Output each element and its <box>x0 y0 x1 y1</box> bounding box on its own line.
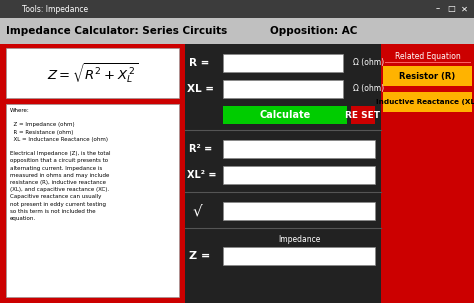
Bar <box>223 106 347 124</box>
Text: Calculate: Calculate <box>259 110 310 120</box>
Bar <box>223 140 375 158</box>
Bar <box>185 44 381 303</box>
Text: XL =: XL = <box>187 84 214 94</box>
Text: □: □ <box>447 5 455 14</box>
Text: Where:

  Z = Impedance (ohm)
  R = Resistance (ohm)
  XL = Inductance Reactance: Where: Z = Impedance (ohm) R = Resistanc… <box>10 108 110 221</box>
Text: XL² =: XL² = <box>187 170 217 180</box>
Bar <box>223 202 375 220</box>
Text: Ω (ohm): Ω (ohm) <box>353 58 384 68</box>
Bar <box>0 0 474 18</box>
Bar <box>223 166 375 184</box>
Text: Z =: Z = <box>189 251 210 261</box>
Bar <box>381 44 474 303</box>
Text: R² =: R² = <box>189 144 212 154</box>
Text: RE SET: RE SET <box>346 111 381 119</box>
Text: Ω (ohm): Ω (ohm) <box>353 85 384 94</box>
Text: ✕: ✕ <box>461 5 467 14</box>
Text: Resistor (R): Resistor (R) <box>400 72 456 81</box>
Bar <box>223 247 375 265</box>
Text: –: – <box>436 5 440 14</box>
Text: Impedance Calculator: Series Circuits: Impedance Calculator: Series Circuits <box>6 26 227 36</box>
Bar <box>0 44 474 303</box>
Bar <box>0 18 474 44</box>
Bar <box>6 48 179 98</box>
Bar <box>223 54 343 72</box>
Text: Opposition: AC: Opposition: AC <box>270 26 357 36</box>
Bar <box>6 104 179 297</box>
Text: Impedance: Impedance <box>278 235 320 245</box>
Bar <box>223 80 343 98</box>
Text: Related Equation: Related Equation <box>395 52 460 61</box>
Text: Inductive Reactance (XL): Inductive Reactance (XL) <box>376 99 474 105</box>
Bar <box>383 66 472 86</box>
Bar <box>383 92 472 112</box>
Text: Tools: Impedance: Tools: Impedance <box>22 5 88 14</box>
Bar <box>351 106 375 124</box>
Text: √: √ <box>192 204 202 218</box>
Text: R =: R = <box>189 58 210 68</box>
Text: $Z = \sqrt{R^2 + X_L^{\,2}}$: $Z = \sqrt{R^2 + X_L^{\,2}}$ <box>46 61 138 85</box>
